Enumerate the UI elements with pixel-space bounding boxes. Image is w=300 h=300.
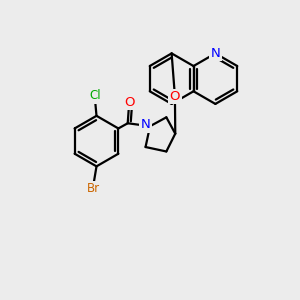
Text: O: O	[124, 96, 134, 109]
Text: N: N	[141, 118, 150, 131]
Text: Br: Br	[87, 182, 100, 195]
Text: Cl: Cl	[89, 89, 101, 102]
Text: O: O	[170, 90, 180, 103]
Text: N: N	[211, 47, 220, 60]
